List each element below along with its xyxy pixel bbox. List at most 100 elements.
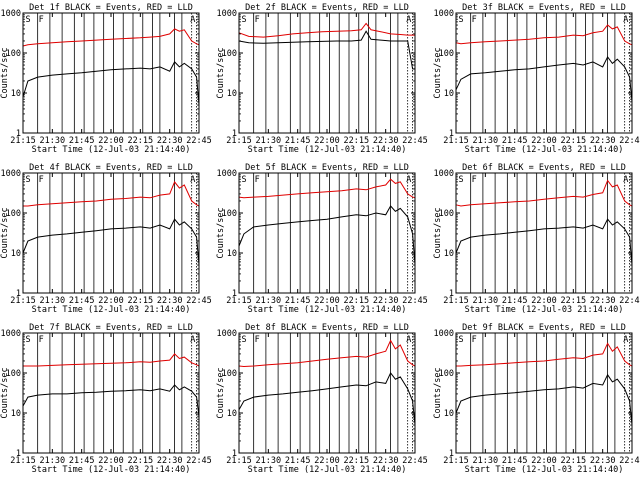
x-tick-label: 21:45 [69,296,95,306]
segment-marker-f: F [39,335,44,345]
x-tick-label: 22:00 [314,136,340,146]
x-tick-label: 21:15 [226,296,252,306]
x-tick-label: 22:00 [98,136,124,146]
chart-title: Det 7f BLACK = Events, RED = LLD [29,323,193,333]
series-line-events [238,372,416,426]
series-line-lld [22,28,200,47]
series-line-lld [23,180,200,207]
series-line-events [22,61,200,106]
y-axis-label: Counts/sec [0,47,10,98]
y-tick-label: 1 [449,129,454,139]
y-axis-label: Counts/sec [216,47,226,98]
y-tick-label: 10 [227,409,237,419]
x-tick-label: 22:45 [402,296,428,306]
y-tick-label: 100 [439,369,454,379]
segment-marker-f: F [472,175,477,185]
segment-marker-s: S [458,335,463,345]
y-tick-label: 1000 [1,9,21,19]
x-tick-label: 22:30 [590,456,616,466]
y-tick-label: 1000 [434,9,454,19]
x-tick-label: 22:15 [128,456,154,466]
segment-marker-s: S [241,175,246,185]
series-line-events [455,218,633,266]
y-tick-label: 100 [222,209,237,219]
chart-title: Det 1f BLACK = Events, RED = LLD [29,3,193,13]
x-tick-label: 21:30 [256,296,282,306]
x-axis-label: Start Time (12-Jul-03 21:14:40) [248,465,407,475]
x-tick-label: 21:15 [226,136,252,146]
x-tick-label: 22:00 [531,136,557,146]
x-tick-label: 22:15 [561,136,587,146]
y-tick-label: 1 [232,289,237,299]
x-tick-label: 22:45 [186,136,212,146]
x-tick-label: 22:30 [590,136,616,146]
x-tick-label: 22:45 [402,136,428,146]
x-tick-label: 21:45 [285,296,311,306]
x-tick-label: 22:15 [128,296,154,306]
x-axis-label: Start Time (12-Jul-03 21:14:40) [32,465,191,475]
y-tick-label: 1 [449,449,454,459]
segment-marker-s: S [25,175,30,185]
series-line-lld [238,339,416,368]
y-axis-label: Counts/sec [0,207,10,258]
plot-frame [455,332,633,454]
x-tick-label: 22:15 [561,296,587,306]
x-tick-label: 22:15 [344,296,370,306]
segment-marker-a: A [190,335,195,345]
segment-marker-a: A [406,175,411,185]
series-line-lld [238,22,415,38]
y-tick-label: 100 [6,369,21,379]
plot-frame [455,172,633,294]
chart-panel-det-5f: Det 5f BLACK = Events, RED = LLD S F A 1 10 10… [216,163,428,315]
y-tick-label: 1000 [217,329,237,339]
y-tick-label: 10 [11,89,21,99]
segment-marker-f: F [472,15,477,25]
chart-title: Det 6f BLACK = Events, RED = LLD [462,163,626,173]
segment-marker-f: F [39,175,44,185]
y-axis-label: Counts/sec [216,207,226,258]
x-tick-label: 21:30 [40,296,66,306]
plot-frame [238,332,416,454]
y-tick-label: 1000 [1,169,21,179]
segment-marker-f: F [255,335,260,345]
y-tick-label: 100 [439,209,454,219]
y-tick-label: 1 [16,289,21,299]
y-tick-label: 10 [227,249,237,259]
y-tick-label: 1000 [434,329,454,339]
y-tick-label: 100 [439,49,454,59]
y-axis-label: Counts/sec [433,47,443,98]
x-tick-label: 21:30 [473,296,499,306]
x-axis-label: Start Time (12-Jul-03 21:14:40) [248,305,407,315]
x-tick-label: 22:45 [402,456,428,466]
x-tick-label: 22:15 [128,136,154,146]
chart-title: Det 2f BLACK = Events, RED = LLD [245,3,409,13]
chart-panel-det-1f: Det 1f BLACK = Events, RED = LLD S F A 1 10 10… [0,3,212,155]
plot-frame [22,172,200,294]
x-axis-label: Start Time (12-Jul-03 21:14:40) [32,145,191,155]
x-tick-label: 21:30 [40,136,66,146]
x-tick-label: 22:30 [157,136,183,146]
x-tick-label: 21:45 [69,136,95,146]
series-line-events [22,218,200,266]
series-line-events [455,55,633,102]
x-axis-label: Start Time (12-Jul-03 21:14:40) [465,305,624,315]
x-tick-label: 21:30 [256,136,282,146]
chart-title: Det 5f BLACK = Events, RED = LLD [245,163,409,173]
plot-frame [22,332,200,454]
chart-panel-det-8f: Det 8f BLACK = Events, RED = LLD S F A 1 10 10… [216,323,428,475]
x-tick-label: 21:30 [40,456,66,466]
x-tick-label: 21:45 [502,456,528,466]
y-tick-label: 10 [444,249,454,259]
y-tick-label: 1000 [217,169,237,179]
x-tick-label: 21:30 [256,456,282,466]
segment-marker-a: A [406,335,411,345]
segment-marker-s: S [241,15,246,25]
x-tick-label: 22:30 [373,456,399,466]
x-tick-label: 22:00 [314,296,340,306]
x-tick-label: 22:30 [590,296,616,306]
series-line-events [238,30,415,70]
segment-marker-a: A [190,15,195,25]
series-line-lld [456,342,633,367]
series-line-events [22,384,200,417]
